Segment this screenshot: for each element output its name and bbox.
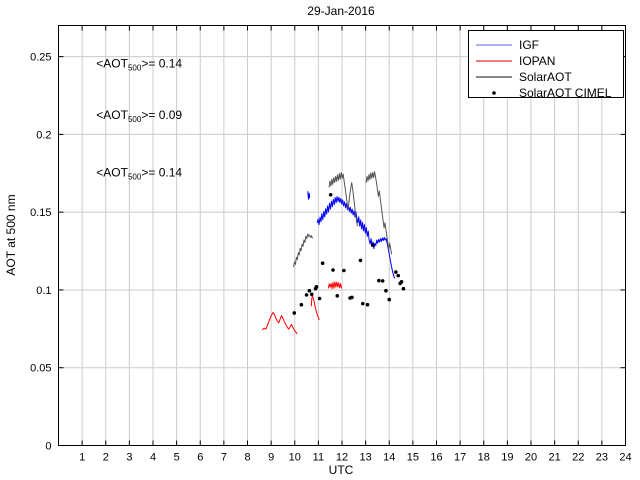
y-axis-ticks: 0 0.05 0.1 0.15 0.2 0.25: [30, 52, 626, 453]
legend-label: IGF: [519, 38, 539, 52]
x-tick-label: 19: [501, 452, 513, 464]
mean-aot-annotations: <AOT500>= 0.14<AOT500>= 0.09<AOT500>= 0.…: [96, 57, 182, 182]
series-line: [261, 312, 298, 335]
y-axis-title: AOT at 500 nm: [4, 194, 18, 275]
y-tick-label: 0: [45, 441, 51, 453]
data-point: [317, 296, 322, 301]
data-point: [307, 288, 312, 293]
data-point: [314, 285, 319, 289]
data-point: [328, 192, 333, 197]
data-point: [387, 297, 392, 302]
x-tick-label: 20: [525, 452, 537, 464]
series-solaraot-cimel: [292, 192, 406, 315]
x-tick-label: 15: [407, 452, 419, 464]
x-axis-title: UTC: [329, 463, 354, 477]
data-point: [370, 243, 375, 247]
legend-items: IGF IOPAN SolarAOT SolarAOT CIMEL: [476, 38, 612, 100]
legend-swatch-dot: [492, 91, 496, 95]
series-solaraot: [293, 171, 393, 268]
data-point: [360, 301, 365, 306]
y-tick-label: 0.2: [36, 129, 51, 141]
mean-aot-annotation: <AOT500>= 0.14: [96, 57, 182, 73]
data-point: [365, 302, 370, 307]
annotation-suffix: >= 0.14: [141, 165, 182, 179]
x-tick-label: 8: [244, 452, 250, 464]
x-axis-ticks: 1 2 3 4 5 6 7 8 9 10 11 12 13 14 15 16 17 18 19 20 21 22 23 24: [58, 25, 632, 464]
annotation-prefix: <AOT: [96, 165, 128, 179]
x-tick-label: 18: [478, 452, 490, 464]
data-point: [401, 286, 406, 291]
series-igf: [307, 191, 396, 279]
chart-title: 29-Jan-2016: [307, 4, 375, 18]
x-tick-label: 9: [268, 452, 274, 464]
x-tick-label: 14: [383, 452, 395, 464]
x-tick-label: 6: [197, 452, 203, 464]
annotation-suffix: >= 0.14: [141, 57, 182, 71]
annotation-prefix: <AOT: [96, 108, 128, 122]
y-tick-label: 0.25: [30, 52, 51, 64]
x-tick-label: 7: [221, 452, 227, 464]
series-line: [328, 172, 358, 227]
legend-label: SolarAOT: [519, 70, 572, 84]
data-point: [394, 270, 398, 274]
x-tick-label: 5: [174, 452, 180, 464]
mean-aot-annotation: <AOT500>= 0.09: [96, 108, 182, 124]
data-point: [380, 279, 385, 283]
series-line: [327, 281, 343, 290]
y-tick-label: 0.1: [36, 285, 51, 297]
x-tick-label: 21: [549, 452, 561, 464]
x-tick-label: 24: [619, 452, 631, 464]
annotation-subscript: 500: [128, 172, 142, 181]
data-point: [292, 311, 297, 315]
data-point: [396, 273, 401, 278]
x-tick-label: 16: [430, 452, 442, 464]
annotation-subscript: 500: [128, 115, 142, 124]
y-tick-label: 0.15: [30, 207, 51, 219]
annotation-subscript: 500: [128, 64, 142, 73]
data-point: [335, 294, 340, 298]
data-point: [342, 268, 346, 273]
legend-label: IOPAN: [519, 54, 555, 68]
series-line: [316, 196, 396, 279]
x-tick-label: 12: [336, 452, 348, 464]
series-line: [307, 191, 311, 200]
series-line: [293, 233, 313, 268]
data-point: [309, 292, 314, 297]
data-series-group: [261, 171, 406, 335]
grid-lines: [58, 25, 626, 446]
data-point: [320, 261, 325, 265]
data-point: [384, 288, 388, 293]
annotation-suffix: >= 0.09: [141, 108, 182, 122]
series-line: [310, 295, 320, 321]
annotation-prefix: <AOT: [96, 57, 128, 71]
x-tick-label: 2: [103, 452, 109, 464]
x-tick-label: 3: [126, 452, 132, 464]
x-tick-label: 22: [572, 452, 584, 464]
data-point: [299, 302, 304, 307]
mean-aot-annotation: <AOT500>= 0.14: [96, 165, 182, 181]
y-tick-label: 0.05: [30, 363, 51, 375]
data-point: [350, 295, 354, 300]
x-tick-label: 23: [596, 452, 608, 464]
x-tick-label: 1: [79, 452, 85, 464]
legend-box: [468, 30, 624, 98]
chart-legend[interactable]: IGF IOPAN SolarAOT SolarAOT CIMEL: [468, 30, 624, 101]
data-point: [331, 268, 335, 272]
x-tick-label: 11: [313, 452, 324, 464]
series-line: [365, 171, 393, 255]
data-point: [358, 258, 363, 263]
data-point: [377, 278, 381, 283]
data-point: [304, 293, 309, 297]
x-tick-label: 17: [454, 452, 466, 464]
x-tick-label: 13: [360, 452, 372, 464]
series-iopan: [261, 281, 343, 335]
data-point: [399, 280, 404, 284]
x-tick-label: 4: [150, 452, 156, 464]
legend-label: SolarAOT CIMEL: [519, 86, 612, 100]
x-tick-label: 10: [289, 452, 301, 464]
